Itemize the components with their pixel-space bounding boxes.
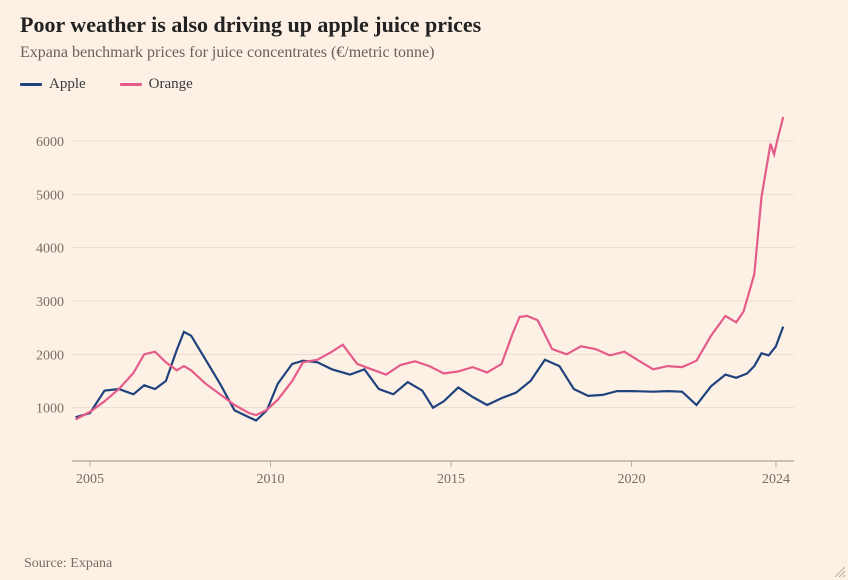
svg-text:3000: 3000 [36, 295, 64, 310]
svg-text:1000: 1000 [36, 402, 64, 417]
svg-text:6000: 6000 [36, 135, 64, 150]
chart-subtitle: Expana benchmark prices for juice concen… [20, 44, 828, 62]
svg-text:5000: 5000 [36, 188, 64, 203]
chart-title: Poor weather is also driving up apple ju… [20, 12, 828, 38]
legend-item-orange: Orange [120, 76, 193, 93]
svg-text:2010: 2010 [257, 472, 285, 487]
legend: Apple Orange [20, 76, 828, 93]
legend-swatch-apple [20, 83, 42, 86]
svg-text:4000: 4000 [36, 242, 64, 257]
chart-source: Source: Expana [24, 556, 112, 572]
svg-text:2005: 2005 [76, 472, 104, 487]
legend-label-apple: Apple [49, 76, 86, 93]
svg-text:2000: 2000 [36, 348, 64, 363]
legend-item-apple: Apple [20, 76, 86, 93]
resize-handle-icon [833, 565, 845, 577]
legend-swatch-orange [120, 83, 142, 86]
svg-text:2024: 2024 [762, 472, 790, 487]
chart-plot: 1000 2000 3000 4000 5000 6000 2005 2010 2015 2020… [20, 101, 810, 491]
svg-text:2015: 2015 [437, 472, 465, 487]
legend-label-orange: Orange [149, 76, 193, 93]
svg-text:2020: 2020 [618, 472, 646, 487]
